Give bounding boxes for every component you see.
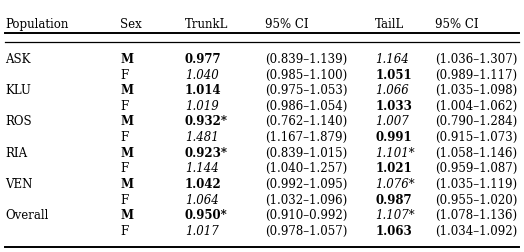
Text: 1.063: 1.063 xyxy=(375,225,412,238)
Text: 0.923*: 0.923* xyxy=(185,147,228,160)
Text: 1.101*: 1.101* xyxy=(375,147,415,160)
Text: VEN: VEN xyxy=(5,178,32,191)
Text: 1.076*: 1.076* xyxy=(375,178,415,191)
Text: (0.992–1.095): (0.992–1.095) xyxy=(265,178,347,191)
Text: RIA: RIA xyxy=(5,147,27,160)
Text: TailL: TailL xyxy=(375,18,405,31)
Text: M: M xyxy=(120,209,133,222)
Text: KLU: KLU xyxy=(5,84,31,97)
Text: 0.991: 0.991 xyxy=(375,131,412,144)
Text: 1.040: 1.040 xyxy=(185,69,219,82)
Text: (1.036–1.307): (1.036–1.307) xyxy=(435,53,517,66)
Text: TrunkL: TrunkL xyxy=(185,18,228,31)
Text: (0.985–1.100): (0.985–1.100) xyxy=(265,69,347,82)
Text: (0.762–1.140): (0.762–1.140) xyxy=(265,115,347,129)
Text: (1.040–1.257): (1.040–1.257) xyxy=(265,162,347,175)
Text: (0.955–1.020): (0.955–1.020) xyxy=(435,194,517,207)
Text: M: M xyxy=(120,147,133,160)
Text: 1.481: 1.481 xyxy=(185,131,219,144)
Text: F: F xyxy=(120,69,128,82)
Text: Sex: Sex xyxy=(120,18,142,31)
Text: (0.915–1.073): (0.915–1.073) xyxy=(435,131,517,144)
Text: F: F xyxy=(120,194,128,207)
Text: 0.977: 0.977 xyxy=(185,53,222,66)
Text: 1.051: 1.051 xyxy=(375,69,412,82)
Text: (1.078–1.136): (1.078–1.136) xyxy=(435,209,517,222)
Text: (0.910–0.992): (0.910–0.992) xyxy=(265,209,347,222)
Text: M: M xyxy=(120,84,133,97)
Text: F: F xyxy=(120,162,128,175)
Text: (0.989–1.117): (0.989–1.117) xyxy=(435,69,517,82)
Text: Overall: Overall xyxy=(5,209,49,222)
Text: F: F xyxy=(120,100,128,113)
Text: 1.164: 1.164 xyxy=(375,53,409,66)
Text: M: M xyxy=(120,178,133,191)
Text: 1.033: 1.033 xyxy=(375,100,412,113)
Text: (1.167–1.879): (1.167–1.879) xyxy=(265,131,347,144)
Text: (1.034–1.092): (1.034–1.092) xyxy=(435,225,517,238)
Text: M: M xyxy=(120,115,133,129)
Text: 0.950*: 0.950* xyxy=(185,209,228,222)
Text: Population: Population xyxy=(5,18,69,31)
Text: ASK: ASK xyxy=(5,53,31,66)
Text: (0.975–1.053): (0.975–1.053) xyxy=(265,84,347,97)
Text: F: F xyxy=(120,225,128,238)
Text: 1.107*: 1.107* xyxy=(375,209,415,222)
Text: (0.959–1.087): (0.959–1.087) xyxy=(435,162,517,175)
Text: (1.058–1.146): (1.058–1.146) xyxy=(435,147,517,160)
Text: (1.035–1.119): (1.035–1.119) xyxy=(435,178,517,191)
Text: (0.986–1.054): (0.986–1.054) xyxy=(265,100,347,113)
Text: 0.987: 0.987 xyxy=(375,194,412,207)
Text: (0.839–1.015): (0.839–1.015) xyxy=(265,147,347,160)
Text: 1.066: 1.066 xyxy=(375,84,409,97)
Text: ROS: ROS xyxy=(5,115,32,129)
Text: 1.014: 1.014 xyxy=(185,84,222,97)
Text: 1.017: 1.017 xyxy=(185,225,219,238)
Text: (1.032–1.096): (1.032–1.096) xyxy=(265,194,347,207)
Text: 1.019: 1.019 xyxy=(185,100,219,113)
Text: (0.839–1.139): (0.839–1.139) xyxy=(265,53,347,66)
Text: 1.064: 1.064 xyxy=(185,194,219,207)
Text: 1.007: 1.007 xyxy=(375,115,409,129)
Text: 1.144: 1.144 xyxy=(185,162,219,175)
Text: F: F xyxy=(120,131,128,144)
Text: (1.004–1.062): (1.004–1.062) xyxy=(435,100,517,113)
Text: 0.932*: 0.932* xyxy=(185,115,228,129)
Text: 95% CI: 95% CI xyxy=(435,18,478,31)
Text: (1.035–1.098): (1.035–1.098) xyxy=(435,84,517,97)
Text: 1.042: 1.042 xyxy=(185,178,222,191)
Text: 1.021: 1.021 xyxy=(375,162,412,175)
Text: (0.978–1.057): (0.978–1.057) xyxy=(265,225,347,238)
Text: 95% CI: 95% CI xyxy=(265,18,309,31)
Text: M: M xyxy=(120,53,133,66)
Text: (0.790–1.284): (0.790–1.284) xyxy=(435,115,517,129)
